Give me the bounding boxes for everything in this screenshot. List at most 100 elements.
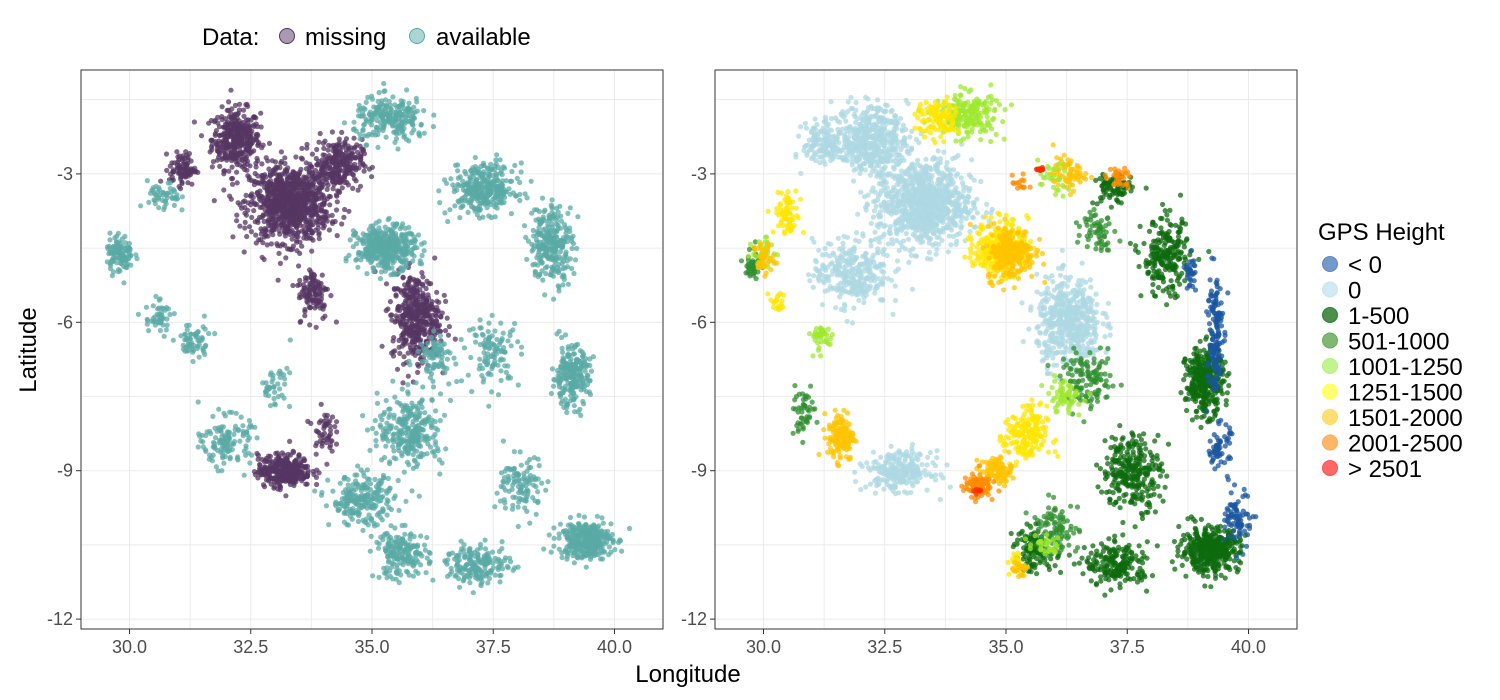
data-point <box>352 155 358 161</box>
data-point <box>316 470 322 476</box>
data-point <box>272 159 279 165</box>
data-point <box>247 149 253 156</box>
data-point <box>550 383 557 389</box>
data-point <box>477 356 483 362</box>
data-point <box>419 270 425 276</box>
data-point <box>489 365 495 372</box>
data-point <box>333 319 339 325</box>
data-point <box>409 312 415 318</box>
data-point <box>501 345 507 351</box>
data-point <box>314 162 320 168</box>
data-point <box>184 161 190 167</box>
data-point <box>363 142 369 148</box>
data-point <box>299 243 305 249</box>
data-point <box>119 250 125 256</box>
data-point <box>399 453 405 459</box>
data-point <box>316 139 322 145</box>
data-point <box>452 336 458 342</box>
data-point <box>333 207 340 213</box>
data-point <box>179 207 185 213</box>
data-point <box>244 161 250 167</box>
data-point <box>546 224 552 230</box>
data-point <box>437 200 443 206</box>
data-point <box>304 474 310 480</box>
data-point <box>185 180 191 186</box>
data-point <box>406 462 412 468</box>
data-point <box>447 207 453 213</box>
data-point <box>320 140 327 146</box>
data-point <box>326 193 332 199</box>
data-point <box>481 350 487 356</box>
data-point <box>400 562 406 568</box>
data-point <box>309 207 315 213</box>
data-point <box>144 178 150 184</box>
data-point <box>242 210 248 216</box>
data-point <box>465 209 471 215</box>
data-point <box>583 389 590 395</box>
data-point <box>150 187 156 193</box>
data-point <box>415 461 421 467</box>
data-point <box>320 152 326 158</box>
data-point <box>507 333 513 339</box>
data-point <box>529 241 535 247</box>
data-point <box>329 220 336 226</box>
data-point <box>226 99 232 105</box>
data-point <box>549 197 555 203</box>
data-point <box>486 172 492 178</box>
data-point <box>314 146 320 153</box>
data-point <box>383 307 389 314</box>
data-point <box>397 427 404 433</box>
data-point <box>386 215 392 221</box>
data-point <box>389 350 395 356</box>
data-point <box>321 430 328 436</box>
data-point <box>356 165 362 171</box>
data-point <box>234 218 240 224</box>
data-point <box>287 211 293 217</box>
data-point <box>329 448 335 454</box>
data-point <box>225 107 232 113</box>
data-point <box>517 191 523 197</box>
data-point <box>581 351 587 357</box>
data-point <box>376 218 382 224</box>
data-point <box>515 339 521 345</box>
data-point <box>177 164 183 170</box>
data-point <box>460 178 466 184</box>
data-point <box>413 302 419 308</box>
data-point <box>406 100 412 106</box>
data-point <box>418 337 424 343</box>
data-point <box>360 231 366 237</box>
data-point <box>168 171 174 177</box>
data-point <box>565 352 571 359</box>
data-point <box>443 298 449 304</box>
data-point <box>430 124 436 130</box>
data-point <box>540 277 546 283</box>
data-point <box>542 292 548 298</box>
data-point <box>352 161 358 167</box>
data-point <box>290 449 297 455</box>
data-point <box>391 129 397 135</box>
data-point <box>107 249 113 256</box>
data-point <box>185 157 191 163</box>
data-point <box>465 188 471 195</box>
data-point <box>225 126 231 132</box>
data-point <box>318 208 324 214</box>
data-point <box>400 380 406 386</box>
data-point <box>409 339 416 345</box>
data-point <box>552 255 559 261</box>
data-point <box>349 171 356 177</box>
data-point <box>411 429 417 435</box>
data-point <box>405 243 411 249</box>
data-point <box>480 379 486 385</box>
data-point <box>298 166 304 172</box>
data-point <box>267 218 273 225</box>
data-point <box>576 373 582 379</box>
data-point <box>575 214 581 220</box>
data-point <box>391 335 397 341</box>
data-point <box>555 237 562 243</box>
data-point <box>384 512 390 518</box>
data-point <box>321 145 327 151</box>
data-point <box>235 158 241 164</box>
data-point <box>386 536 392 542</box>
data-point <box>355 518 361 525</box>
data-point <box>480 171 486 177</box>
